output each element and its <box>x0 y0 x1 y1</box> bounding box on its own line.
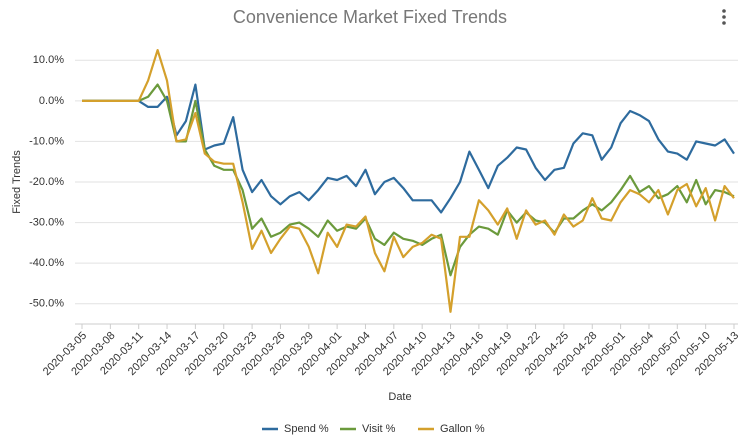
legend-label: Gallon % <box>440 423 485 435</box>
y-axis-label: Fixed Trends <box>11 150 23 214</box>
legend-label: Spend % <box>284 423 329 435</box>
series-line <box>82 83 735 277</box>
series-line <box>82 83 735 214</box>
series-line <box>82 49 735 313</box>
menu-dot <box>722 15 726 19</box>
y-tick-label: 0.0% <box>39 95 64 107</box>
menu-icon[interactable] <box>722 9 726 25</box>
y-tick-label: 10.0% <box>33 54 64 66</box>
chart-title: Convenience Market Fixed Trends <box>233 7 507 27</box>
menu-dot <box>722 21 726 25</box>
y-tick-label: -50.0% <box>29 298 64 310</box>
legend-label: Visit % <box>362 423 396 435</box>
menu-dot <box>722 9 726 13</box>
y-tick-label: -20.0% <box>29 176 64 188</box>
y-tick-label: -30.0% <box>29 216 64 228</box>
x-axis-label: Date <box>388 391 411 403</box>
y-tick-label: -40.0% <box>29 257 64 269</box>
y-tick-label: -10.0% <box>29 135 64 147</box>
